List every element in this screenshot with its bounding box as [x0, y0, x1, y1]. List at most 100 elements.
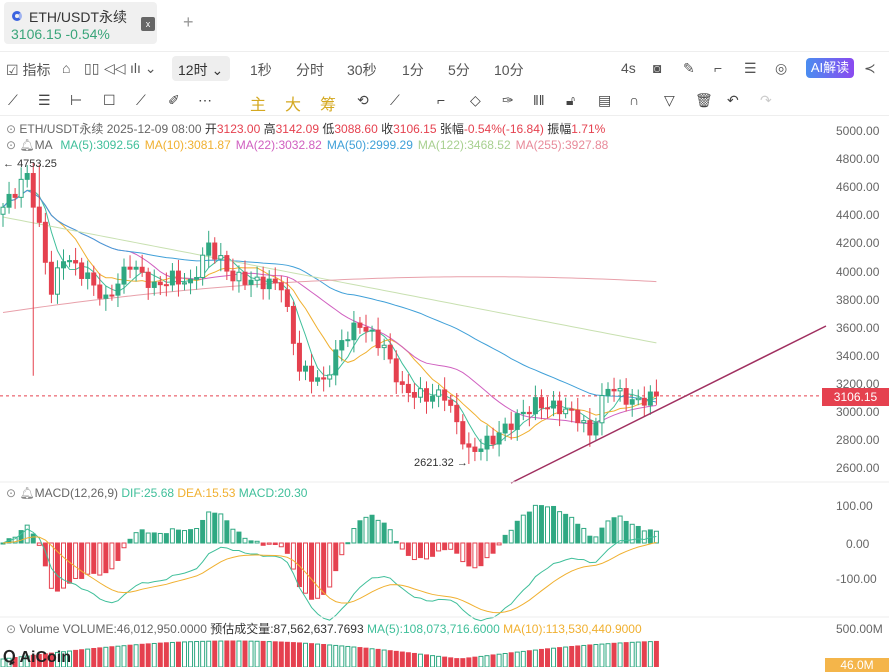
- chips-button[interactable]: 筹: [320, 97, 337, 114]
- candle-body: [629, 399, 635, 405]
- indicator-button[interactable]: ☑ 指标: [6, 62, 51, 78]
- share-icon[interactable]: ≺: [864, 60, 876, 76]
- macd-bar: [363, 516, 369, 544]
- trash-icon[interactable]: 🗑︎: [695, 92, 713, 108]
- undo-icon[interactable]: ↶: [727, 92, 739, 108]
- price-axis-label: 4200.00: [836, 236, 880, 251]
- price-axis-label: 2600.00: [836, 461, 880, 476]
- ma-value: MA(122):3468.52: [417, 138, 511, 152]
- settings-icon[interactable]: ◎: [775, 60, 788, 76]
- interval-1s[interactable]: 1秒: [250, 62, 272, 78]
- volume-bar: [484, 655, 490, 667]
- interval-line[interactable]: 分时: [296, 62, 324, 78]
- macd-bar: [12, 536, 18, 544]
- symbol-tab[interactable]: ETH/USDT永续 3106.15 -0.54% x: [4, 2, 157, 44]
- replay-icon[interactable]: ◁◁: [104, 60, 126, 76]
- volume-bar: [569, 645, 575, 667]
- interval-5m[interactable]: 5分: [448, 62, 470, 78]
- macd-bar: [478, 542, 484, 567]
- close-tab-icon[interactable]: x: [141, 17, 155, 31]
- volume-bar: [139, 643, 145, 667]
- chart-type-icon[interactable]: ılı ⌄: [130, 60, 157, 76]
- ray-icon[interactable]: ⟋: [136, 92, 146, 108]
- candle-body: [30, 173, 36, 208]
- trendline-icon[interactable]: ⟋: [8, 92, 18, 108]
- pencil-icon[interactable]: ✎: [683, 60, 695, 76]
- camera-icon[interactable]: ◙: [653, 60, 662, 76]
- horizontal-line-icon[interactable]: ⊢: [70, 92, 83, 108]
- parallel-lines-icon[interactable]: ☰: [38, 92, 51, 108]
- volume-bar: [163, 642, 169, 667]
- aicoin-watermark: Ꝗ AiCoin: [3, 649, 71, 666]
- candle-body: [399, 381, 405, 385]
- volume-bar: [115, 645, 121, 667]
- ma22-line: [2, 189, 657, 425]
- volume-bar: [424, 654, 429, 667]
- template-icon[interactable]: ⌂: [62, 60, 71, 76]
- interval-30s[interactable]: 30秒: [347, 62, 377, 78]
- candles-icon[interactable]: ǁǁ: [533, 92, 545, 108]
- layout-icon[interactable]: ▯▯: [84, 60, 100, 76]
- edit-note-icon[interactable]: ▤: [598, 92, 612, 108]
- volume-bar: [290, 642, 296, 667]
- refresh-rate[interactable]: 4s: [621, 60, 636, 76]
- volume-bar: [0, 658, 6, 667]
- candle-body: [393, 358, 399, 383]
- candle-body: [182, 282, 187, 285]
- lock-icon[interactable]: 🔓︎: [566, 92, 576, 108]
- candle-body: [6, 193, 12, 208]
- volume-bar: [236, 640, 242, 667]
- redo-icon[interactable]: ↷: [760, 92, 772, 108]
- candle-body: [248, 279, 254, 285]
- magnet-icon[interactable]: ∩: [629, 92, 640, 108]
- hide-draw-icon[interactable]: ⟋: [390, 92, 400, 108]
- more-icon[interactable]: ⋯: [198, 92, 212, 108]
- ma-value: MA(50):2999.29: [326, 138, 413, 152]
- volume-bar: [514, 651, 520, 667]
- big-button[interactable]: 大: [285, 97, 302, 114]
- volume-bar: [212, 640, 218, 667]
- candle-body: [490, 435, 496, 445]
- candle-body: [411, 392, 417, 398]
- filter-icon[interactable]: ▽: [664, 92, 675, 108]
- export-icon[interactable]: ⌐: [714, 60, 723, 76]
- macd-bar: [490, 542, 496, 554]
- macd-bar: [375, 519, 381, 544]
- candle-body: [54, 267, 60, 295]
- macd-bar: [67, 542, 73, 584]
- macd-bar: [393, 540, 399, 544]
- volume-bar: [127, 644, 133, 667]
- macd-bar: [224, 520, 230, 544]
- price-axis-label: 4600.00: [836, 180, 880, 195]
- volume-bar: [18, 656, 24, 667]
- drawing-toolbar: ⟋ ☰ ⊢ ☐ ⟋ ✐ ⋯ 主 大 筹 ⟲ ⟋ ⌐ ◇ ✑ ǁǁ 🔓︎ ▤ ∩ …: [0, 86, 889, 116]
- candle-body: [67, 260, 73, 263]
- high-marker: ← 4753.25: [3, 158, 57, 170]
- timeframe-select[interactable]: 12时 ⌄: [172, 56, 230, 81]
- interval-1m[interactable]: 1分: [402, 62, 424, 78]
- list-icon[interactable]: ☰: [744, 60, 757, 76]
- ruler-icon[interactable]: ◇: [470, 92, 481, 108]
- candle-body: [369, 329, 375, 332]
- macd-bar: [230, 528, 236, 544]
- tab-symbol: ETH/USDT永续: [29, 9, 127, 25]
- brush-icon[interactable]: ✐: [168, 92, 180, 108]
- macd-bar: [321, 542, 327, 595]
- candle-body: [460, 421, 466, 445]
- interval-10m[interactable]: 10分: [494, 62, 524, 78]
- ai-analysis-button[interactable]: AI解读: [806, 58, 854, 78]
- dif-line: [2, 528, 657, 622]
- macd-bar: [212, 512, 218, 544]
- rectangle-icon[interactable]: ☐: [103, 92, 116, 108]
- add-tab-button[interactable]: +: [183, 12, 194, 32]
- bookmark-icon[interactable]: ⌐: [437, 92, 446, 108]
- main-button[interactable]: 主: [250, 97, 267, 114]
- candle-body: [599, 395, 605, 424]
- price-axis-label: 3800.00: [836, 292, 880, 307]
- macd-bar: [551, 505, 557, 544]
- volume-bar: [224, 640, 230, 667]
- magnet-pen-icon[interactable]: ✑: [502, 92, 514, 108]
- sync-draw-icon[interactable]: ⟲: [357, 92, 369, 108]
- dea-line: [2, 536, 657, 614]
